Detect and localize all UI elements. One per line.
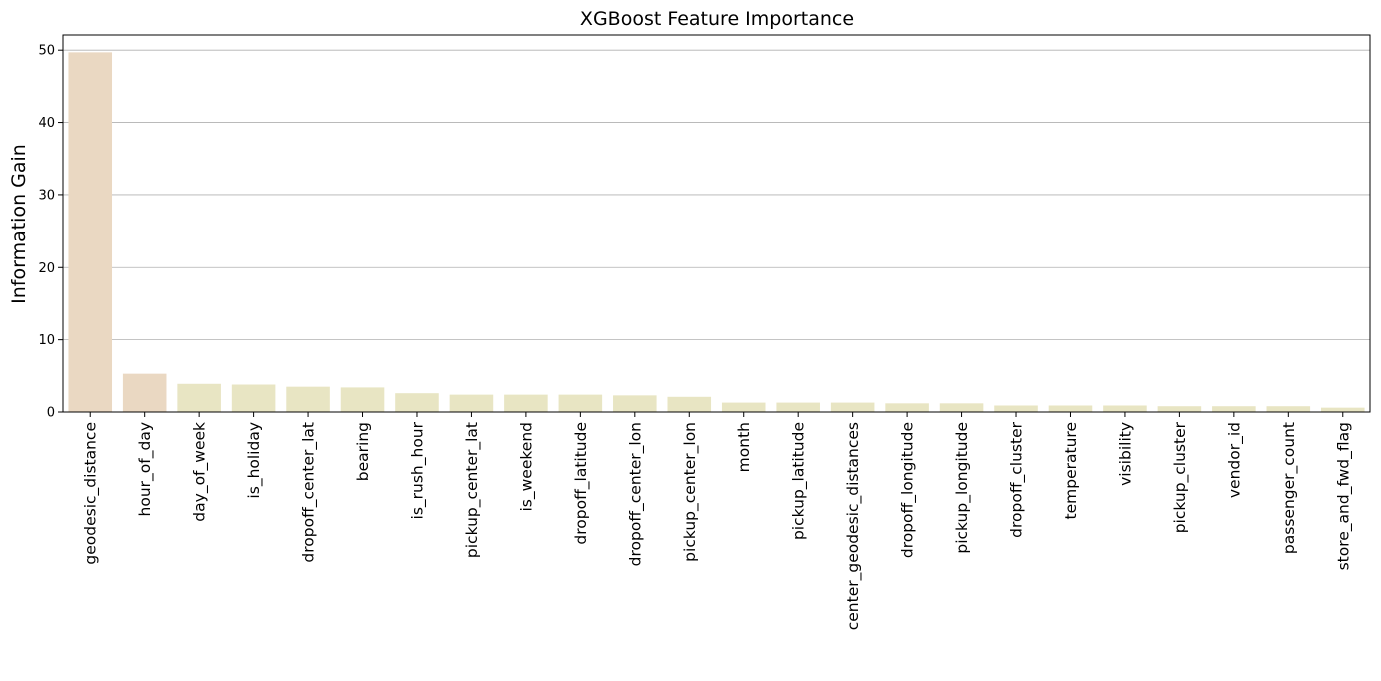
x-tick-label: vendor_id [1225, 422, 1244, 498]
y-tick-label: 0 [47, 406, 55, 421]
bar-dropoff-latitude [558, 394, 603, 412]
bar-vendor-id [1212, 406, 1256, 412]
x-tick-label: is_holiday [245, 422, 264, 499]
x-tick-label: pickup_center_lat [463, 422, 482, 558]
x-tick-label: is_weekend [517, 422, 536, 512]
y-tick-label: 10 [38, 333, 55, 348]
x-tick-label: day_of_week [191, 422, 210, 522]
x-tick-label: temperature [1062, 422, 1080, 519]
bar-pickup-cluster [1157, 406, 1202, 412]
bar-month [721, 402, 766, 412]
x-tick-label: dropoff_center_lon [626, 422, 645, 566]
y-tick-label: 40 [38, 116, 55, 131]
bar-center-geodesic-distances [830, 402, 875, 412]
x-tick-label: is_rush_hour [408, 421, 427, 519]
y-tick-label: 20 [38, 261, 55, 276]
y-gridlines [63, 49, 1370, 341]
plot-frame [62, 34, 1371, 413]
y-tick-label: 50 [38, 44, 55, 59]
bar-is-rush-hour [395, 393, 439, 412]
x-tick-label: hour_of_day [136, 422, 155, 516]
x-tick-label: center_geodesic_distances [844, 422, 863, 630]
bar-dropoff-center-lon [613, 395, 657, 412]
x-tick-label: visibility [1116, 422, 1134, 486]
bars [68, 52, 1365, 412]
y-axis-label: Information Gain [8, 144, 30, 304]
y-tick-label: 30 [38, 188, 55, 203]
x-tick-label: pickup_longitude [953, 422, 972, 554]
bar-store-and-fwd-flag [1320, 407, 1365, 412]
bar-day-of-week [177, 383, 221, 412]
bar-dropoff-center-lat [286, 386, 330, 412]
bar-pickup-longitude [939, 403, 984, 412]
x-tick-label: dropoff_longitude [899, 422, 918, 558]
bar-hour-of-day [122, 373, 167, 412]
bar-temperature [1048, 405, 1093, 412]
x-tick-label: pickup_latitude [790, 422, 809, 540]
bar-pickup-latitude [776, 402, 820, 412]
x-tick-label: dropoff_cluster [1008, 421, 1027, 537]
bar-visibility [1103, 405, 1147, 412]
chart-title: XGBoost Feature Importance [580, 8, 854, 30]
bar-bearing [340, 387, 385, 412]
bar-passenger-count [1266, 406, 1311, 412]
x-tick-label: store_and_fwd_flag [1334, 422, 1353, 570]
x-tick-label: geodesic_distance [82, 422, 101, 565]
bar-is-holiday [231, 384, 276, 412]
x-tick-label: month [735, 422, 753, 472]
x-tick-label: pickup_center_lon [681, 422, 700, 562]
bar-geodesic-distance [68, 52, 113, 412]
bar-is-weekend [504, 394, 548, 412]
bar-dropoff-cluster [994, 405, 1038, 412]
bar-dropoff-longitude [885, 403, 929, 412]
x-tick-label: bearing [354, 422, 372, 481]
y-axis-ticks: 0 10 20 30 40 50 [38, 44, 63, 421]
bar-pickup-center-lat [449, 394, 494, 412]
x-tick-label: pickup_cluster [1171, 421, 1190, 533]
x-axis-ticks: geodesic_distance hour_of_day day_of_week i… [82, 412, 1353, 630]
x-tick-label: passenger_count [1280, 422, 1299, 554]
bar-pickup-center-lon [667, 396, 712, 412]
x-tick-label: dropoff_latitude [572, 422, 591, 545]
x-tick-label: dropoff_center_lat [300, 422, 319, 563]
